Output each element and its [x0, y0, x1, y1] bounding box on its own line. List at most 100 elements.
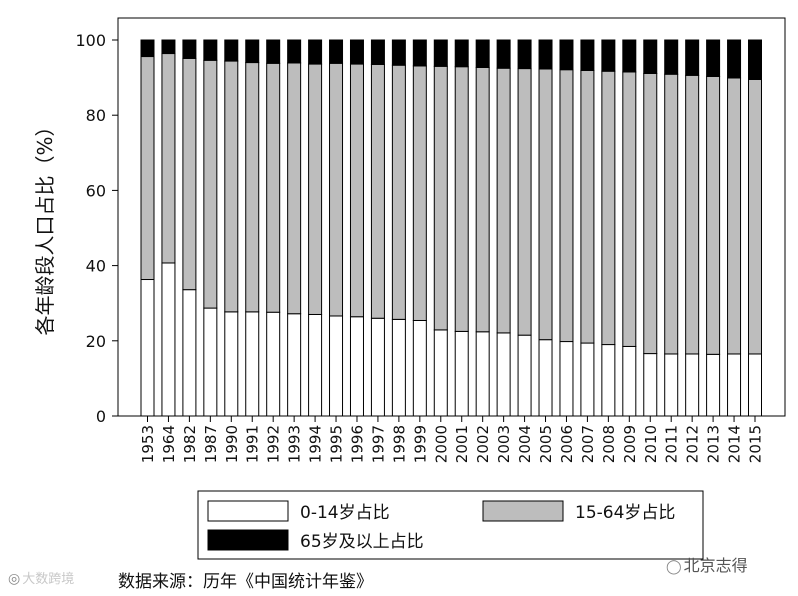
bar-1991-series-2 — [245, 39, 260, 64]
plot-frame — [117, 17, 786, 417]
bar-1995-series-1 — [329, 62, 344, 317]
bar-1996-series-1 — [349, 63, 364, 318]
legend-swatch-0-14 — [207, 500, 289, 522]
bar-1990-series-1 — [224, 60, 239, 313]
bar-2014-series-2 — [727, 39, 742, 79]
x-tick-label-1990: 1990 — [223, 425, 241, 463]
bar-2011-series-1 — [664, 73, 679, 355]
y-tick-label-40: 40 — [86, 257, 106, 276]
bar-1997-series-2 — [370, 39, 385, 65]
bar-1999-series-0 — [412, 320, 427, 417]
bar-2009-series-2 — [622, 39, 637, 73]
x-tick-label-2005: 2005 — [537, 425, 555, 463]
bar-2010-series-0 — [643, 353, 658, 417]
bar-2000-series-2 — [433, 39, 448, 67]
bar-1994-series-1 — [308, 63, 323, 315]
y-tick-label-60: 60 — [86, 181, 106, 200]
x-tick-label-2000: 2000 — [432, 425, 450, 463]
legend-swatch-15-64 — [482, 500, 564, 522]
x-tick-label-1953: 1953 — [139, 425, 157, 463]
bar-2011-series-2 — [664, 39, 679, 75]
bar-2010-series-1 — [643, 72, 658, 355]
bar-1982-series-1 — [182, 57, 197, 291]
bar-2003-series-1 — [496, 67, 511, 334]
x-tick-label-1999: 1999 — [411, 425, 429, 463]
bar-1998-series-1 — [391, 64, 406, 320]
bar-2001-series-0 — [454, 330, 469, 417]
bar-1999-series-1 — [412, 65, 427, 321]
bar-2011-series-0 — [664, 353, 679, 417]
x-tick-label-2003: 2003 — [495, 425, 513, 463]
x-tick-label-2004: 2004 — [516, 425, 534, 463]
bar-2002-series-2 — [475, 39, 490, 68]
bar-2007-series-1 — [580, 69, 595, 344]
bar-2001-series-2 — [454, 39, 469, 68]
watermark-left-text: 大数跨境 — [22, 572, 75, 587]
bar-1982-series-0 — [182, 289, 197, 417]
bar-1996-series-2 — [349, 39, 364, 65]
x-tick-label-2015: 2015 — [747, 425, 765, 463]
bar-2000-series-1 — [433, 65, 448, 331]
x-tick-label-2007: 2007 — [579, 425, 597, 463]
camera-icon: ◎ — [8, 571, 21, 587]
bar-2015-series-0 — [748, 353, 762, 417]
bar-2006-series-0 — [559, 341, 574, 417]
bar-1953-series-1 — [140, 56, 155, 281]
bar-1994-series-2 — [308, 39, 323, 65]
y-axis: 0 20 40 60 80 100 — [75, 31, 118, 426]
bar-1998-series-0 — [391, 318, 406, 417]
bar-1994-series-0 — [308, 313, 323, 417]
y-tick-label-0: 0 — [96, 407, 106, 426]
bar-2008-series-2 — [601, 39, 616, 72]
bar-2006-series-2 — [559, 39, 574, 71]
x-tick-label-2011: 2011 — [663, 425, 681, 463]
bar-2006-series-1 — [559, 69, 574, 343]
bar-2015-series-1 — [748, 78, 762, 355]
x-tick-label-1998: 1998 — [390, 425, 408, 463]
bar-1964-series-1 — [161, 53, 176, 264]
x-tick-label-2001: 2001 — [453, 425, 471, 463]
bar-1953-series-0 — [140, 279, 155, 417]
y-tick-label-100: 100 — [75, 31, 106, 50]
x-tick-label-2013: 2013 — [705, 425, 723, 463]
bar-1997-series-1 — [370, 63, 385, 319]
bar-1993-series-1 — [287, 62, 302, 315]
bar-1999-series-2 — [412, 39, 427, 67]
bar-2013-series-1 — [706, 75, 721, 355]
bar-1991-series-0 — [245, 311, 260, 417]
x-tick-label-1996: 1996 — [348, 425, 366, 463]
source-note: 数据来源：历年《中国统计年鉴》 — [118, 572, 373, 592]
bar-2010-series-2 — [643, 39, 658, 74]
bar-1990-series-0 — [224, 311, 239, 417]
x-tick-label-1991: 1991 — [244, 425, 262, 463]
bar-1991-series-1 — [245, 62, 260, 313]
x-tick-label-2008: 2008 — [600, 425, 618, 463]
bar-2005-series-2 — [538, 39, 553, 70]
bar-1997-series-0 — [370, 317, 385, 417]
watermark-right: ◯ 北京志得 — [666, 552, 748, 576]
bar-1987-series-2 — [203, 39, 218, 61]
bar-2007-series-2 — [580, 39, 595, 71]
bar-2007-series-0 — [580, 342, 595, 417]
y-tick-label-20: 20 — [86, 332, 106, 351]
watermark-left: ◎ 大数跨境 — [8, 568, 74, 587]
bar-2002-series-0 — [475, 331, 490, 417]
bars-group — [140, 39, 762, 417]
bar-2001-series-1 — [454, 66, 469, 332]
x-axis: 1953 1964 1982 1987 1990 1991 1992 1993 1994 1995… — [139, 416, 765, 463]
y-axis-label: 各年龄段人口占比（%） — [33, 116, 57, 335]
legend-label-65plus: 65岁及以上占比 — [300, 532, 424, 552]
bar-2000-series-0 — [433, 329, 448, 417]
x-tick-label-1992: 1992 — [265, 425, 283, 463]
bar-2012-series-2 — [685, 39, 700, 76]
bar-1992-series-2 — [266, 39, 281, 64]
x-tick-label-2002: 2002 — [474, 425, 492, 463]
x-tick-label-2010: 2010 — [642, 425, 660, 463]
x-tick-label-2006: 2006 — [558, 425, 576, 463]
bar-1982-series-2 — [182, 39, 197, 59]
x-tick-label-1982: 1982 — [181, 425, 199, 463]
watermark-right-text: 北京志得 — [683, 556, 748, 575]
x-tick-label-1994: 1994 — [307, 425, 325, 463]
bar-2009-series-0 — [622, 345, 637, 417]
